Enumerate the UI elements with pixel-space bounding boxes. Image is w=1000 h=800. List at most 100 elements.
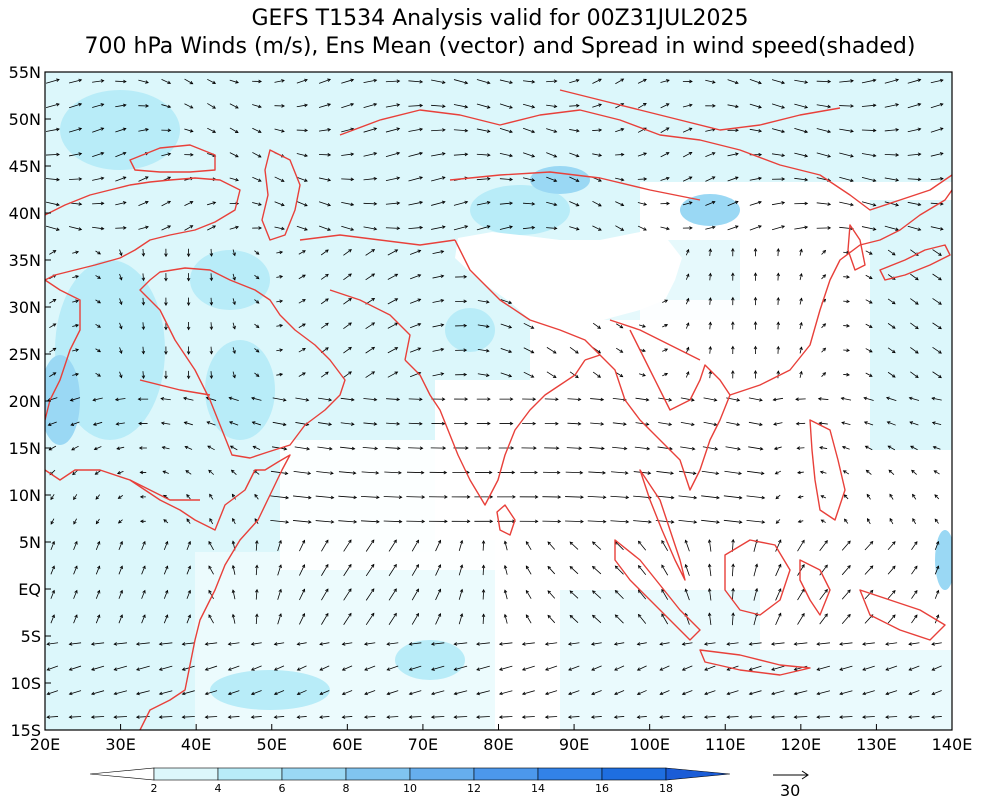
wind-vector (296, 176, 308, 182)
wind-vector (46, 715, 59, 719)
wind-vector (753, 247, 758, 257)
wind-vector (343, 612, 352, 625)
wind-vector (73, 540, 78, 551)
wind-vector (343, 249, 352, 256)
wind-vector (820, 519, 826, 523)
wind-vector (684, 588, 690, 601)
wind-vector (72, 323, 80, 328)
wind-vector (115, 151, 127, 158)
wind-vector (773, 446, 782, 451)
wind-vector (316, 471, 334, 475)
wind-vector (227, 642, 240, 646)
wind-vector (753, 321, 758, 330)
wind-vector (431, 104, 446, 108)
wind-vector (385, 79, 401, 83)
wind-vector (753, 587, 759, 601)
wind-vector (567, 642, 580, 646)
wind-vector (115, 103, 127, 108)
wind-vector (569, 128, 580, 133)
wind-vector (794, 201, 809, 206)
wind-vector (455, 299, 468, 304)
wind-vector (321, 563, 329, 576)
wind-vector (141, 565, 146, 575)
wind-vector (887, 323, 896, 329)
wind-vector (160, 421, 171, 426)
wind-vector (481, 540, 486, 551)
wind-vector (454, 397, 469, 401)
wind-vector (523, 322, 535, 329)
wind-vector (819, 470, 827, 475)
wind-vector (315, 495, 335, 500)
wind-vector (500, 372, 513, 378)
wind-vector (296, 225, 308, 231)
wind-vector (799, 321, 803, 330)
wind-vector (365, 346, 376, 354)
wind-vector (229, 445, 238, 451)
wind-vector (771, 153, 786, 158)
wind-vector (453, 104, 469, 109)
wind-vector (365, 371, 376, 378)
wind-vector (591, 614, 602, 624)
wind-vector (685, 273, 690, 280)
wind-vector (591, 565, 602, 575)
wind-vector (679, 470, 697, 476)
wind-vector (661, 564, 669, 576)
wind-vector (843, 348, 850, 353)
wind-vector (592, 78, 602, 84)
wind-vector (138, 128, 149, 132)
wind-vector (207, 127, 217, 133)
wind-vector (408, 397, 423, 402)
wind-vector (638, 324, 646, 328)
colorbar-swatch (89, 767, 155, 781)
wind-vector (684, 539, 690, 552)
wind-vector (229, 127, 239, 134)
wind-vector (272, 397, 287, 402)
longitude-axis: 20E 30E 40E 50E 60E 70E 80E 90E 100E 110E 120E 130E… (30, 724, 972, 754)
wind-vector (887, 565, 896, 575)
wind-vector (250, 715, 262, 719)
wind-vector (525, 614, 532, 624)
wind-vector (864, 540, 874, 551)
wind-vector (499, 128, 513, 134)
wind-vector (49, 347, 57, 353)
wind-vector (229, 177, 239, 182)
wind-vector (451, 519, 471, 524)
wind-vector (519, 519, 539, 524)
wind-vector (365, 588, 375, 601)
wind-vector (160, 397, 171, 401)
wind-vector (139, 519, 146, 524)
wind-vector (455, 275, 468, 279)
wind-vector (635, 397, 650, 402)
wind-vector (228, 396, 239, 401)
wind-vector (591, 541, 602, 550)
wind-vector (115, 422, 125, 426)
wind-vector (385, 151, 401, 157)
wind-vector (50, 540, 55, 551)
wind-vector (861, 177, 877, 183)
wind-vector (776, 272, 781, 281)
wind-vector (547, 541, 556, 550)
wind-vector (907, 201, 922, 207)
wind-vector (843, 494, 849, 500)
wind-vector (794, 103, 809, 109)
wind-vector (637, 565, 647, 575)
wind-vector (498, 715, 513, 719)
wind-vector (731, 321, 735, 330)
wind-vector (383, 519, 403, 524)
wind-vector (908, 665, 920, 671)
wind-vector (68, 152, 83, 157)
wind-vector (776, 345, 781, 354)
wind-vector (865, 469, 872, 475)
wind-vector (708, 297, 713, 305)
wind-vector (72, 299, 80, 303)
wind-vector (430, 642, 445, 646)
wind-vector (455, 372, 468, 377)
wind-vector (589, 446, 605, 451)
wind-vector (204, 715, 218, 719)
wind-vector (338, 471, 357, 475)
wind-vector (209, 346, 214, 355)
wind-vector (119, 322, 123, 330)
wind-vector (387, 298, 399, 305)
lon-tick-label: 130E (856, 735, 897, 754)
wind-vector (819, 588, 828, 600)
